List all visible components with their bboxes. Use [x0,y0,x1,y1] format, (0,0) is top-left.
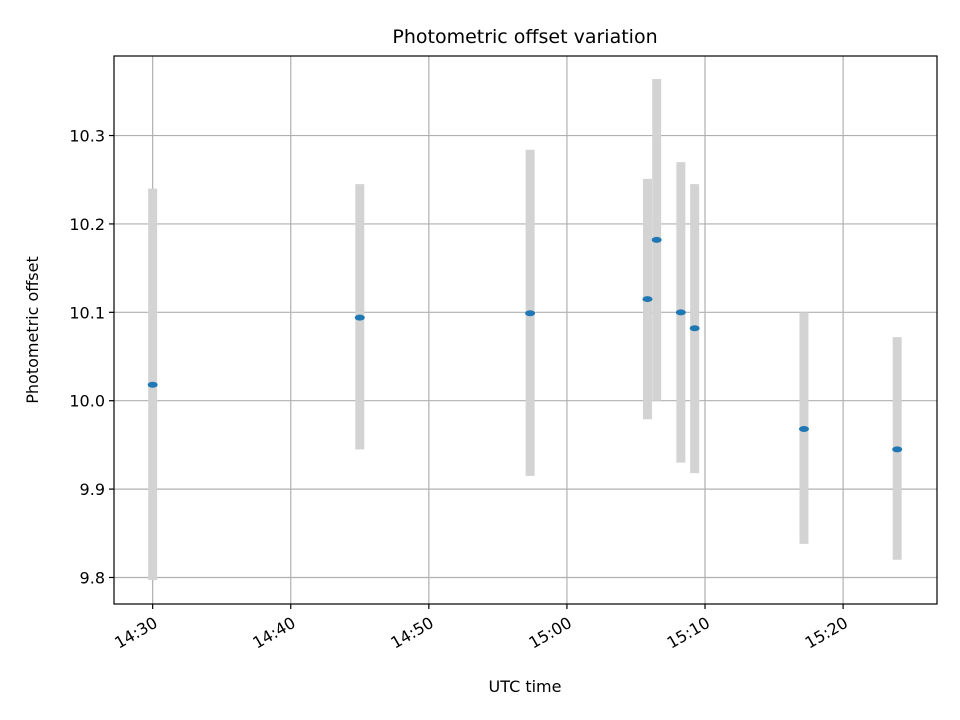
marker-layer [147,236,903,453]
y-tick-label: 10.3 [69,127,105,146]
y-tick-label: 9.9 [80,480,105,499]
x-tick-label: 14:50 [387,613,436,653]
x-tick-label: 14:30 [111,613,160,653]
y-axis-label: Photometric offset [23,256,42,404]
chart-title: Photometric offset variation [392,26,657,48]
y-tick-label: 10.2 [69,215,105,234]
y-tick-label: 9.8 [80,568,105,587]
data-point [642,296,653,303]
grid-layer [114,56,937,604]
x-tick-label: 15:10 [664,613,713,653]
x-tick-label: 15:00 [525,613,574,653]
errorbar-layer [148,78,902,581]
data-point [354,314,365,321]
x-axis-ticks: 14:30 14:40 14:50 15:00 15:10 15:20 [111,604,851,653]
x-tick-label: 15:20 [802,613,851,653]
data-point [675,309,686,316]
data-point [892,446,903,453]
data-point [525,310,536,317]
y-tick-label: 10.0 [69,392,105,411]
x-axis-label: UTC time [489,677,562,696]
data-point [147,381,158,388]
y-axis-ticks: 9.8 9.9 10.0 10.1 10.2 10.3 [69,127,114,587]
plot-frame [113,55,938,605]
x-tick-label: 14:40 [249,613,298,653]
data-point [798,425,809,432]
data-point [689,325,700,332]
data-point [651,236,662,243]
y-tick-label: 10.1 [69,303,105,322]
